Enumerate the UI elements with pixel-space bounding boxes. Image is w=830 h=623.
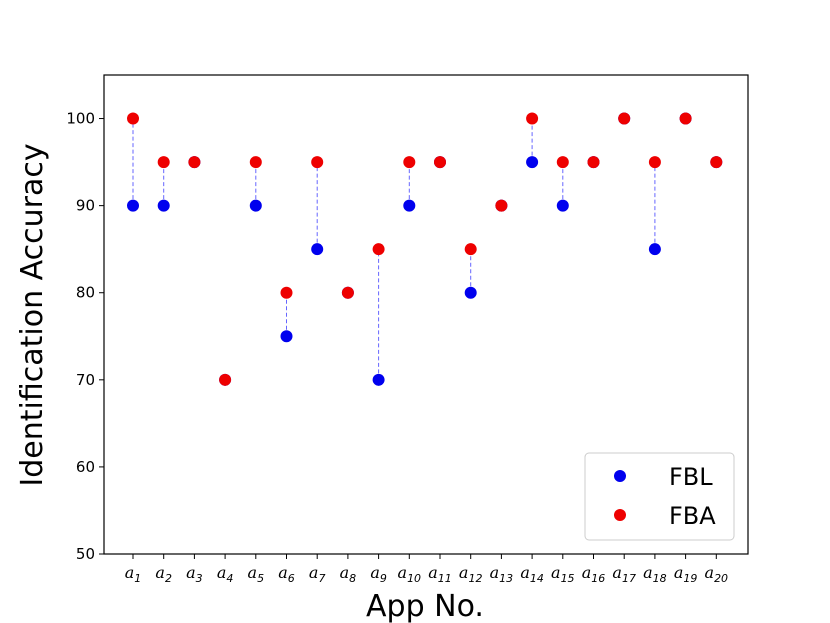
plot-frame — [103, 74, 749, 555]
x-tick-label: a7 — [309, 563, 326, 585]
x-tick-label: a13 — [490, 563, 514, 585]
y-tick-label: 90 — [76, 197, 95, 215]
point-fba — [618, 112, 631, 125]
data-points — [127, 112, 723, 386]
connector-lines — [132, 118, 656, 380]
legend-label-fba: FBA — [669, 502, 716, 530]
x-tick-label: a20 — [705, 563, 729, 585]
x-tick-label: a19 — [674, 563, 698, 585]
x-tick-label: a1 — [125, 563, 142, 585]
point-fba — [526, 112, 539, 125]
x-tick-label: a14 — [520, 563, 544, 585]
x-tick-label: a2 — [155, 563, 172, 585]
point-fba — [495, 199, 508, 212]
point-fbl — [311, 243, 324, 256]
point-fbl — [280, 330, 293, 343]
point-fba — [679, 112, 692, 125]
point-fba — [249, 156, 262, 169]
legend-marker-fba — [614, 509, 626, 521]
y-tick-label: 100 — [66, 110, 95, 128]
point-fba — [464, 243, 477, 256]
x-tick-label: a16 — [582, 563, 606, 585]
point-fba — [219, 373, 232, 386]
x-tick-label: a15 — [551, 563, 575, 585]
point-fbl — [157, 199, 170, 212]
point-fba — [648, 156, 661, 169]
y-tick-label: 80 — [76, 284, 95, 302]
x-tick-label: a8 — [340, 563, 357, 585]
point-fbl — [556, 199, 569, 212]
x-tick-label: a18 — [643, 563, 667, 585]
point-fba — [403, 156, 416, 169]
axes: 50 60 70 80 90 100 a1 a2 a3 a4 a5 a6 a7 a8 a9 a10 a11 a12… — [66, 74, 749, 585]
legend-label-fbl: FBL — [669, 463, 713, 491]
x-tick-label: a12 — [459, 563, 483, 585]
point-fbl — [249, 199, 262, 212]
y-tick-label: 70 — [76, 371, 95, 389]
x-tick-label: a10 — [398, 563, 422, 585]
point-fba — [434, 156, 446, 169]
x-tick-label: a11 — [428, 563, 452, 585]
point-fba — [710, 156, 723, 169]
point-fba — [280, 286, 293, 299]
x-tick-label: a5 — [248, 563, 265, 585]
point-fba — [556, 156, 569, 169]
x-axis-title: App No. — [366, 589, 484, 623]
x-tick-label: a17 — [612, 563, 636, 585]
point-fbl — [526, 156, 539, 169]
point-fba — [372, 243, 385, 256]
point-fbl — [648, 243, 661, 256]
y-tick-label: 60 — [76, 458, 95, 476]
x-tick-label: a6 — [278, 563, 295, 585]
legend: FBL FBA — [584, 452, 735, 541]
point-fbl — [127, 199, 139, 212]
x-tick-label: a4 — [217, 563, 234, 585]
legend-marker-fbl — [614, 470, 626, 482]
point-fbl — [403, 199, 416, 212]
point-fba — [188, 156, 201, 169]
x-tick-label: a3 — [186, 563, 203, 585]
point-fba — [341, 286, 354, 299]
y-tick-label: 50 — [76, 545, 95, 563]
y-axis-title: Identification Accuracy — [15, 143, 50, 486]
point-fba — [311, 156, 324, 169]
point-fbl — [372, 373, 385, 386]
point-fbl — [464, 286, 477, 299]
point-fba — [587, 156, 600, 169]
x-tick-label: a9 — [370, 563, 387, 585]
point-fba — [127, 112, 139, 125]
point-fba — [157, 156, 170, 169]
